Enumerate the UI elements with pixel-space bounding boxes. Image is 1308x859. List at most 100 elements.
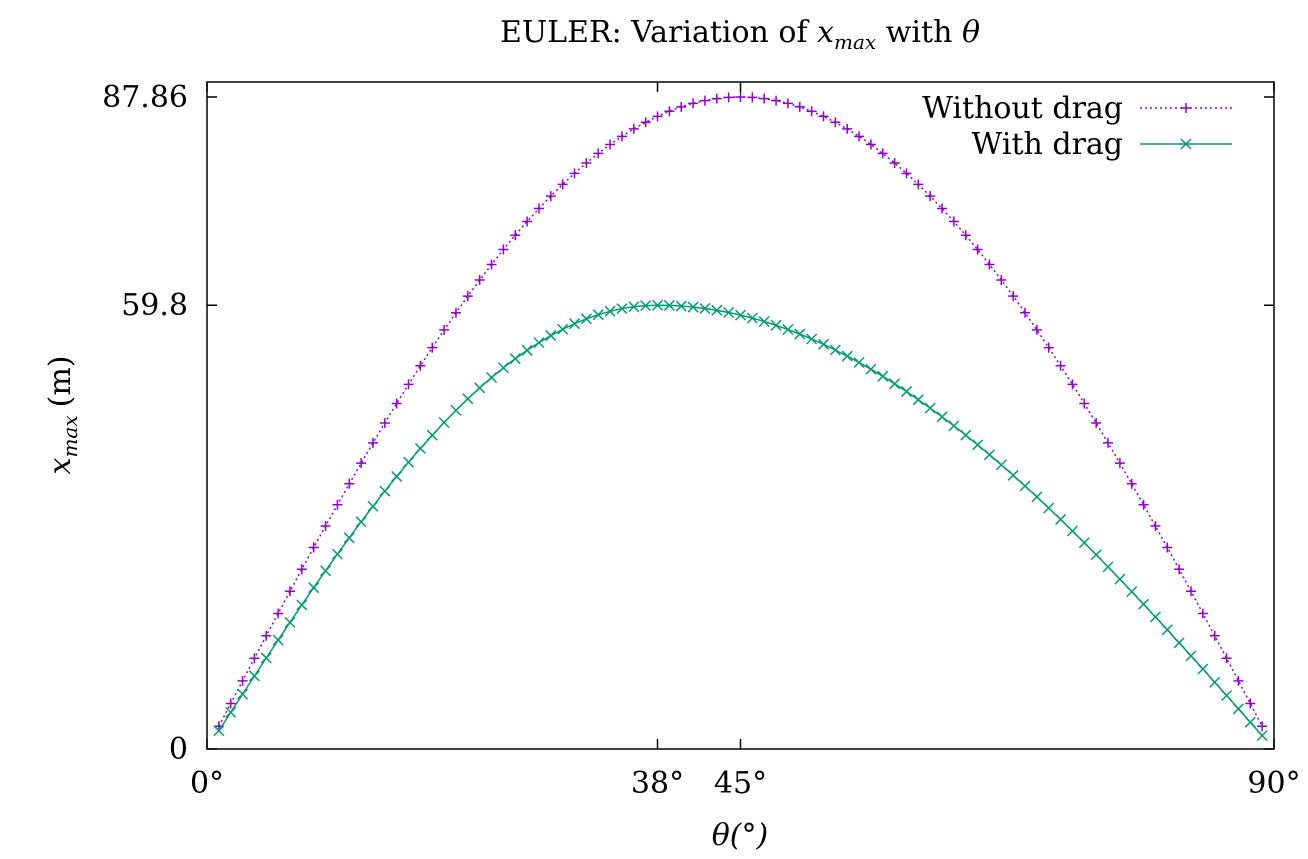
series-layer (213, 92, 1268, 742)
data-point (367, 437, 378, 448)
data-point (284, 616, 296, 628)
data-point (913, 179, 924, 190)
data-point (497, 362, 509, 374)
x-tick-label: 45° (714, 766, 767, 801)
data-point (1020, 307, 1031, 318)
data-point (972, 439, 984, 451)
data-point (628, 123, 639, 134)
data-point (474, 382, 486, 394)
data-point (1091, 418, 1102, 428)
data-point (688, 98, 699, 109)
data-point (995, 459, 1007, 471)
data-point (355, 516, 367, 528)
axis-ticks: 0° 38° 45° 90° 0 59.8 87.86 (102, 80, 1300, 801)
data-point (343, 532, 355, 544)
data-point (557, 179, 568, 190)
data-point (889, 378, 901, 390)
data-point (960, 230, 971, 241)
data-point (320, 565, 332, 577)
data-point (1078, 537, 1090, 549)
legend-marker (1181, 103, 1191, 113)
data-point (273, 608, 284, 619)
data-point (925, 191, 936, 202)
data-point (225, 698, 236, 709)
data-point (983, 449, 995, 461)
data-point (1031, 491, 1043, 503)
data-point (877, 148, 888, 159)
data-point (580, 313, 592, 325)
data-point (794, 328, 806, 340)
legend-sample-with-drag (1140, 138, 1232, 150)
data-point (675, 300, 687, 312)
legend-label-with-drag: With drag (972, 127, 1123, 162)
data-point (403, 456, 415, 468)
data-point (1055, 360, 1066, 371)
data-point (853, 356, 865, 369)
data-point (818, 111, 829, 122)
data-point (1043, 502, 1055, 514)
data-point (759, 93, 770, 104)
data-point (699, 302, 711, 314)
data-point (865, 139, 876, 150)
data-point (1090, 549, 1102, 561)
data-point (912, 394, 924, 406)
data-point (664, 106, 675, 117)
series-with-drag (213, 299, 1268, 742)
data-point (403, 379, 414, 390)
data-point (557, 323, 569, 335)
data-point (1102, 561, 1114, 573)
series-line (218, 304, 1263, 737)
chart-title-var: x (817, 15, 834, 50)
data-point (651, 299, 664, 311)
data-point (996, 274, 1007, 285)
data-point (1114, 573, 1126, 585)
data-point (830, 117, 841, 128)
data-point (960, 429, 972, 441)
data-point (1197, 608, 1208, 619)
data-point (248, 670, 260, 682)
plot-frame (206, 81, 1275, 750)
data-point (628, 301, 640, 313)
data-point (937, 203, 948, 214)
data-point (1174, 564, 1185, 575)
data-point (1185, 650, 1197, 662)
data-point (1138, 598, 1150, 610)
data-point (663, 299, 675, 311)
data-point (676, 101, 687, 112)
legend-label-without-drag: Without drag (922, 91, 1123, 126)
data-point (237, 688, 249, 700)
data-point (320, 521, 331, 532)
data-point (782, 323, 794, 336)
data-point (486, 371, 498, 384)
data-point (900, 386, 913, 398)
data-point (817, 338, 830, 350)
data-point (652, 111, 663, 122)
data-point (1197, 663, 1209, 675)
data-point (261, 630, 272, 641)
data-point (616, 131, 627, 142)
data-point (522, 216, 533, 227)
data-point (592, 309, 604, 321)
legend-marker (1180, 138, 1192, 150)
data-point (284, 586, 295, 597)
data-point (1209, 630, 1220, 641)
y-axis-label: xmax (m) (43, 356, 82, 475)
x-tick-label: 90° (1247, 766, 1300, 801)
data-point (486, 259, 497, 270)
data-point (545, 330, 557, 342)
data-point (533, 203, 544, 214)
data-point (1149, 611, 1161, 623)
data-point (308, 582, 320, 594)
data-point (972, 244, 983, 255)
data-point (1043, 342, 1054, 353)
data-point (260, 652, 272, 664)
data-point (1245, 698, 1256, 709)
data-point (770, 319, 782, 331)
data-point (1066, 525, 1078, 537)
data-point (936, 411, 948, 423)
data-point (462, 393, 474, 405)
chart-title-theta: θ (962, 15, 980, 50)
data-point (356, 458, 367, 469)
data-point (331, 548, 343, 560)
